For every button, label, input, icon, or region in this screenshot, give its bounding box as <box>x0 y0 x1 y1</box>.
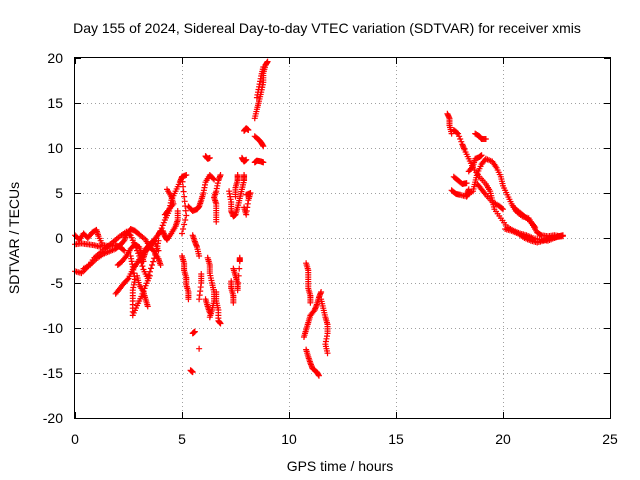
data-point <box>183 172 190 178</box>
data-point <box>147 265 154 272</box>
data-point <box>307 299 314 306</box>
data-point <box>155 247 162 254</box>
x-tick-label: 20 <box>495 431 511 447</box>
y-tick-label: 5 <box>55 185 63 201</box>
data-point <box>120 246 127 253</box>
data-point <box>243 191 250 198</box>
x-tick-label: 10 <box>281 431 297 447</box>
data-point <box>531 222 538 229</box>
data-point <box>537 231 544 238</box>
y-tick-label: 0 <box>55 230 63 246</box>
y-tick-label: -10 <box>43 320 63 336</box>
data-point <box>206 154 213 161</box>
data-point <box>234 287 241 294</box>
data-point <box>324 350 331 357</box>
data-point <box>468 164 475 171</box>
chart-title: Day 155 of 2024, Sidereal Day-to-day VTE… <box>73 20 581 36</box>
data-point <box>174 208 181 214</box>
data-point <box>559 233 566 240</box>
data-point <box>155 237 162 244</box>
data-point <box>121 247 128 254</box>
data-point <box>260 64 267 70</box>
data-point <box>245 127 252 133</box>
x-tick-label: 0 <box>71 431 79 447</box>
data-points <box>72 58 566 379</box>
data-point <box>260 159 267 166</box>
data-point <box>481 190 488 197</box>
data-point <box>196 296 203 303</box>
x-axis-label: GPS time / hours <box>287 458 394 474</box>
data-point <box>241 172 248 178</box>
y-tick-label: 10 <box>47 140 63 156</box>
data-point <box>453 129 460 136</box>
data-point <box>181 221 188 228</box>
data-point <box>157 262 164 268</box>
data-point <box>159 222 166 229</box>
data-point <box>217 320 224 327</box>
data-point <box>158 225 165 232</box>
data-point <box>122 254 129 261</box>
data-point <box>196 253 203 259</box>
plot-frame <box>74 57 611 419</box>
data-point <box>482 136 489 142</box>
data-point <box>183 212 190 219</box>
data-point <box>217 172 224 178</box>
data-point <box>264 58 271 65</box>
data-point <box>160 219 167 226</box>
y-tick-label: 20 <box>47 50 63 66</box>
data-point <box>189 369 196 376</box>
y-tick-label: -15 <box>43 365 63 381</box>
data-point <box>235 272 242 279</box>
grid <box>75 58 610 418</box>
data-point <box>150 258 157 265</box>
x-tick-label: 25 <box>602 431 618 447</box>
y-axis-label: SDTVAR / TECUs <box>6 182 22 294</box>
data-point <box>164 186 171 193</box>
data-point <box>185 296 192 303</box>
data-point <box>315 372 322 379</box>
data-point <box>455 130 462 137</box>
data-point <box>463 180 470 187</box>
data-point <box>458 138 465 145</box>
data-point <box>179 230 185 237</box>
data-point <box>182 217 189 223</box>
data-point <box>206 309 213 316</box>
data-point <box>457 136 464 142</box>
data-point <box>138 293 145 300</box>
data-point <box>124 276 131 283</box>
data-point <box>235 280 242 286</box>
data-point <box>260 143 267 150</box>
x-tick-label: 5 <box>178 431 186 447</box>
data-point <box>180 226 187 232</box>
data-point <box>532 224 539 231</box>
y-tick-label: -5 <box>51 275 64 291</box>
data-point <box>234 172 241 178</box>
data-point <box>243 156 250 163</box>
data-point <box>191 328 198 335</box>
data-point <box>498 205 505 212</box>
data-point <box>97 244 104 250</box>
data-point <box>456 133 463 140</box>
y-tick-label: -20 <box>43 410 63 426</box>
data-point <box>146 272 153 279</box>
data-point <box>448 130 455 137</box>
data-point <box>149 262 156 268</box>
data-point <box>139 263 146 270</box>
data-point <box>500 206 506 213</box>
data-point <box>230 299 237 306</box>
tick-labels: 0 5 10 15 20 25 -20 -15 -10 -5 0 5 10 15 20 <box>43 50 618 447</box>
data-point <box>210 175 217 182</box>
data-point <box>144 303 151 310</box>
y-tick-label: 15 <box>47 95 63 111</box>
data-point <box>236 254 243 261</box>
x-tick-label: 15 <box>388 431 404 447</box>
data-point <box>196 345 203 352</box>
data-point <box>465 190 472 196</box>
data-point <box>318 289 325 295</box>
data-point <box>478 152 485 159</box>
data-point <box>236 265 243 272</box>
